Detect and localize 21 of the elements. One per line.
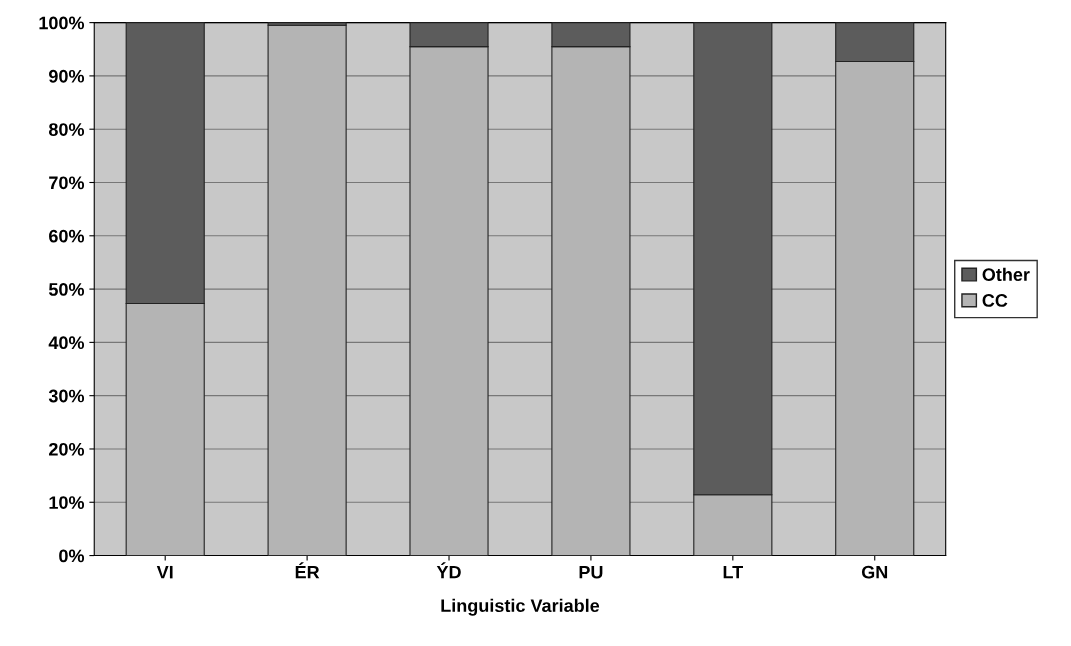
x-tick-label: LT [723, 565, 743, 579]
y-tick-label: 60% [49, 229, 85, 243]
x-tick-label: PU [579, 565, 603, 579]
y-tick-label: 70% [49, 176, 85, 190]
legend-label: Other [982, 267, 1030, 281]
y-tick-label: 20% [49, 442, 85, 456]
y-tick-label: 10% [49, 496, 85, 509]
legend-label: CC [982, 294, 1008, 307]
bar [267, 24, 347, 556]
y-tick-label: 30% [48, 389, 85, 403]
x-tick-label: VI [156, 565, 173, 579]
x-tick-label: ÝD [436, 562, 461, 579]
y-tick-label: 80% [48, 123, 85, 136]
y-tick-label: 0% [59, 549, 85, 563]
x-axis-title: Linguistic Variable [441, 598, 600, 616]
x-tick-label: ÉR [295, 562, 320, 579]
y-tick-label: 90% [49, 69, 85, 83]
x-tick-label: GN [861, 565, 888, 579]
y-tick-label: 50% [48, 283, 85, 296]
y-tick-label: 40% [48, 336, 85, 350]
y-tick-label: 100% [39, 16, 85, 30]
